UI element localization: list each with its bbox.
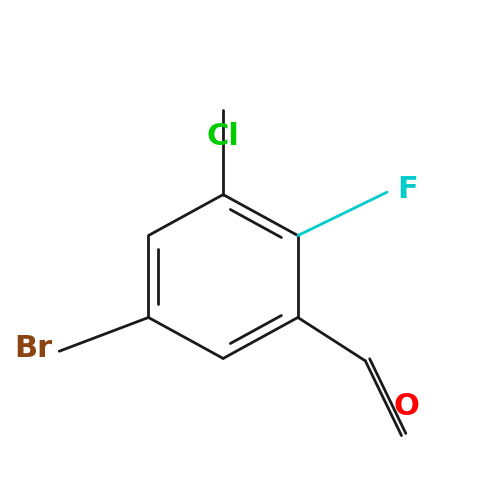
Text: O: O	[394, 392, 419, 421]
Text: Cl: Cl	[206, 122, 240, 152]
Text: F: F	[398, 176, 418, 204]
Text: Br: Br	[14, 334, 52, 364]
